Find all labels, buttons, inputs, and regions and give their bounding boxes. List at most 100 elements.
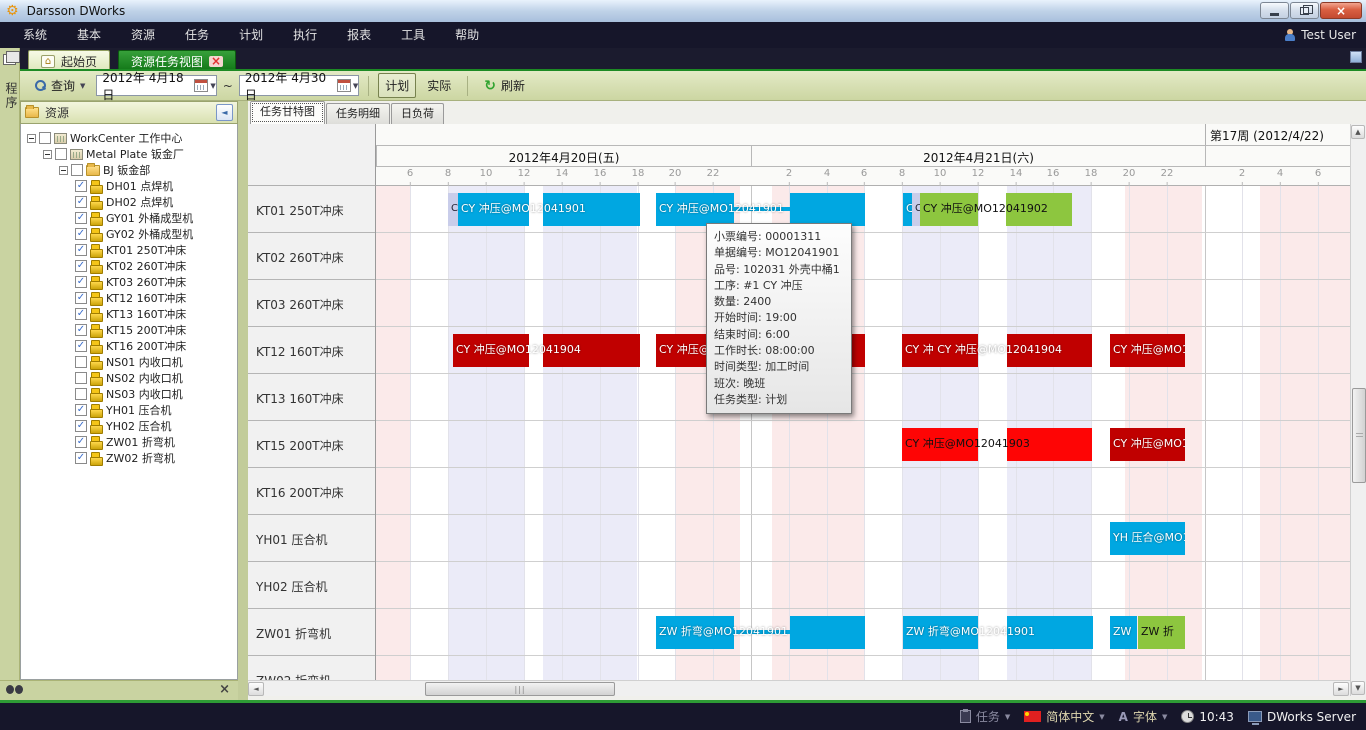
actual-toggle-button[interactable]: 实际 [420,73,458,98]
menu-item-报表[interactable]: 报表 [347,28,372,42]
task-bar[interactable] [543,193,640,226]
tree-node[interactable]: ✓ KT03 260T冲床 [21,274,237,290]
tab-resource-task-view[interactable]: 资源任务视图 × [118,50,237,71]
task-bar[interactable] [1006,193,1072,226]
date-to-picker[interactable]: 2012年 4月30日 ▼ [238,71,360,102]
tree-checkbox[interactable]: ✓ [75,196,87,208]
tree-checkbox[interactable]: ✓ [75,420,87,432]
scroll-up-icon[interactable]: ▲ [1351,125,1365,139]
tree-checkbox[interactable]: ✓ [75,212,87,224]
tree-checkbox[interactable]: ✓ [75,292,87,304]
date-from-value[interactable]: 2012年 4月18日 [102,70,184,102]
gantt-tab-任务甘特图[interactable]: 任务甘特图 [250,101,325,124]
tree-node[interactable]: NS02 内收口机 [21,370,237,386]
task-bar[interactable]: ZW 折 [1138,616,1185,649]
menu-item-系统[interactable]: 系统 [23,28,48,42]
tree-checkbox[interactable] [75,356,87,368]
task-bar[interactable]: C [912,193,920,226]
task-bar[interactable]: CY 冲压@MO12041904 [453,334,581,367]
tree-checkbox[interactable] [75,388,87,400]
scroll-down-icon[interactable]: ▼ [1351,681,1365,695]
dock-layout-icon[interactable] [1350,51,1362,63]
tree-checkbox[interactable]: ✓ [75,436,87,448]
tree-node[interactable]: ✓ ZW01 折弯机 [21,434,237,450]
date-from-picker[interactable]: 2012年 4月18日 ▼ [96,71,217,102]
tree-checkbox[interactable]: ✓ [75,244,87,256]
tree-node[interactable]: ✓ KT16 200T冲床 [21,338,237,354]
dropdown-icon[interactable]: ▼ [1161,712,1168,721]
tree-checkbox[interactable]: ✓ [75,404,87,416]
calendar-icon[interactable] [194,79,209,92]
calendar-icon[interactable] [336,79,351,92]
tree-expander-icon[interactable] [43,149,52,159]
task-bar[interactable]: ZW 折弯@MO12041901 [656,616,788,649]
tree-node[interactable]: ✓ KT15 200T冲床 [21,322,237,338]
task-bar[interactable]: ZW 折弯@MO12041901 [903,616,1035,649]
dropdown-icon[interactable]: ▼ [1004,712,1011,721]
tree-node[interactable]: ✓ YH01 压合机 [21,402,237,418]
horizontal-scrollbar[interactable]: ◄ ||| ► [248,680,1350,696]
tree-checkbox[interactable]: ✓ [75,340,87,352]
task-bar[interactable]: CY 冲 CY 冲压@MO12041904 [902,334,1062,367]
menu-item-资源[interactable]: 资源 [131,28,156,42]
tree-checkbox[interactable]: ✓ [75,276,87,288]
tree-node[interactable]: ✓ KT02 260T冲床 [21,258,237,274]
tab-close-icon[interactable]: × [209,53,224,68]
gantt-tab-任务明细[interactable]: 任务明细 [326,103,390,124]
gantt-tab-日负荷[interactable]: 日负荷 [391,103,444,124]
vertical-scroll-thumb[interactable] [1352,388,1366,483]
task-bar[interactable]: CY 冲压@MO1 [1110,334,1185,367]
tree-node[interactable]: ✓ DH01 点焊机 [21,178,237,194]
tree-node[interactable]: WorkCenter 工作中心 [21,130,237,146]
vertical-scrollbar[interactable]: ▲ ▼ [1350,124,1366,696]
status-item-任务[interactable]: 任务 ▼ [959,708,1011,725]
task-bar[interactable] [790,193,865,226]
tree-checkbox[interactable]: ✓ [75,324,87,336]
task-bar[interactable]: CY 冲压@MO12041903 [902,428,1030,461]
tree-checkbox[interactable]: ✓ [75,228,87,240]
find-icon[interactable] [6,685,24,696]
menu-item-工具[interactable]: 工具 [401,28,426,42]
tree-checkbox[interactable] [71,164,83,176]
date-to-dropdown-icon[interactable]: ▼ [352,81,359,90]
tree-expander-icon[interactable] [59,165,68,175]
tree-node[interactable]: ✓ YH02 压合机 [21,418,237,434]
query-dropdown-icon[interactable]: ▼ [80,81,86,90]
tree-checkbox[interactable]: ✓ [75,260,87,272]
task-bar[interactable] [1007,616,1093,649]
tree-node[interactable]: ✓ KT12 160T冲床 [21,290,237,306]
minimize-button[interactable] [1260,2,1289,19]
tab-home[interactable]: ⌂ 起始页 [28,50,111,71]
tree-node[interactable]: ✓ KT01 250T冲床 [21,242,237,258]
tree-node[interactable]: BJ 钣金部 [21,162,237,178]
title-bar[interactable]: ⚙ Darsson DWorks × [0,0,1366,22]
date-from-dropdown-icon[interactable]: ▼ [210,81,216,90]
menu-item-执行[interactable]: 执行 [293,28,318,42]
task-bar[interactable] [543,334,640,367]
menu-item-基本[interactable]: 基本 [77,28,102,42]
task-bar[interactable]: CY 冲压@MO1 [1110,428,1185,461]
task-bar[interactable] [1007,334,1092,367]
tree-node[interactable]: ✓ DH02 点焊机 [21,194,237,210]
scroll-right-icon[interactable]: ► [1333,682,1349,696]
tree-checkbox[interactable]: ✓ [75,180,87,192]
tree-node[interactable]: ✓ GY02 外桶成型机 [21,226,237,242]
menu-item-任务[interactable]: 任务 [185,28,210,42]
status-item-10:43[interactable]: 10:43 [1181,710,1234,724]
program-tab[interactable]: 程序 [4,82,18,110]
user-box[interactable]: Test User [1284,22,1356,48]
panels-icon[interactable] [3,51,20,65]
tree-checkbox[interactable]: ✓ [75,308,87,320]
scroll-left-icon[interactable]: ◄ [248,682,264,696]
task-bar[interactable] [790,616,865,649]
tree-node[interactable]: NS03 内收口机 [21,386,237,402]
task-bar[interactable]: CY 冲压@MO12041901 [458,193,586,226]
menu-item-计划[interactable]: 计划 [239,28,264,42]
tree-checkbox[interactable] [75,372,87,384]
tree-checkbox[interactable] [39,132,51,144]
close-button[interactable]: × [1320,2,1362,19]
status-item-简体中文[interactable]: 简体中文 ▼ [1024,708,1105,725]
tree-node[interactable]: ✓ ZW02 折弯机 [21,450,237,466]
horizontal-scroll-thumb[interactable]: ||| [425,682,615,696]
status-item-DWorks Server[interactable]: DWorks Server [1247,710,1356,725]
